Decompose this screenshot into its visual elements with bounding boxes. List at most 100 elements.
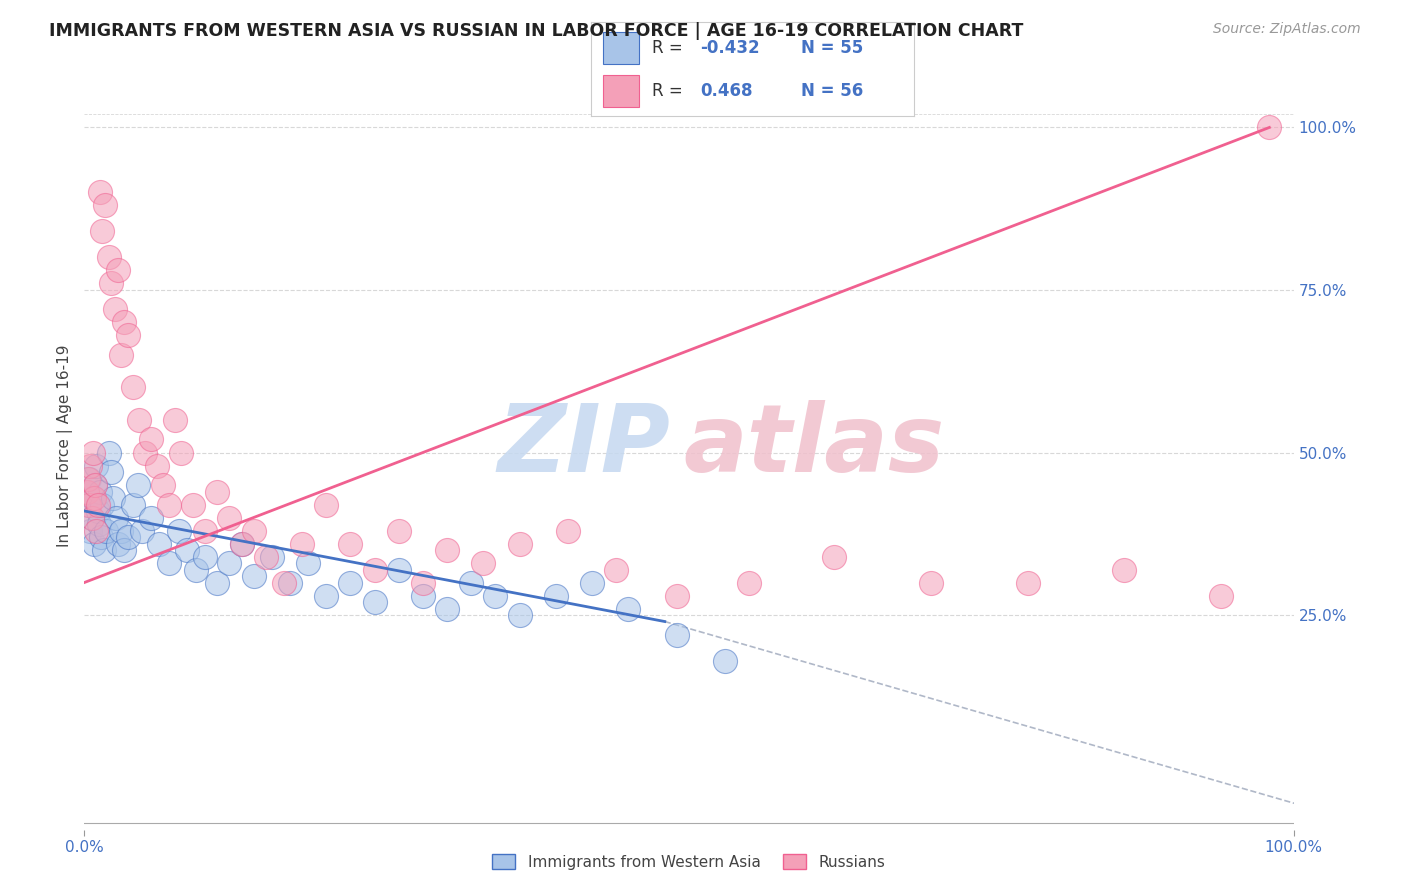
Bar — [603, 32, 640, 63]
Point — [104, 302, 127, 317]
Point — [436, 543, 458, 558]
Text: atlas: atlas — [683, 400, 945, 492]
Point — [436, 601, 458, 615]
Point — [89, 186, 111, 200]
Point — [167, 524, 190, 538]
Point — [121, 498, 143, 512]
Point — [112, 543, 135, 558]
Point — [581, 575, 603, 590]
Point — [152, 478, 174, 492]
Point — [170, 445, 193, 459]
Point — [107, 263, 129, 277]
Point — [93, 543, 115, 558]
Point — [134, 445, 156, 459]
Point — [412, 575, 434, 590]
Text: Source: ZipAtlas.com: Source: ZipAtlas.com — [1213, 22, 1361, 37]
Point — [617, 601, 640, 615]
Point — [127, 478, 149, 492]
Point — [1209, 589, 1232, 603]
Point — [339, 575, 361, 590]
Point — [460, 575, 482, 590]
Point — [181, 498, 204, 512]
Point — [104, 510, 127, 524]
Point — [260, 549, 283, 564]
Point — [77, 498, 100, 512]
Point — [509, 536, 531, 550]
Point — [97, 251, 120, 265]
Text: R =: R = — [652, 82, 693, 100]
Point — [315, 498, 337, 512]
Y-axis label: In Labor Force | Age 16-19: In Labor Force | Age 16-19 — [58, 344, 73, 548]
Point — [80, 510, 103, 524]
Point — [148, 536, 170, 550]
Point — [89, 484, 111, 499]
Point — [714, 654, 737, 668]
Point — [91, 498, 114, 512]
Point — [84, 478, 107, 492]
Point — [363, 595, 385, 609]
Point — [90, 530, 112, 544]
Point — [91, 224, 114, 238]
Point — [94, 198, 117, 212]
Point — [77, 471, 100, 485]
Point — [207, 484, 229, 499]
Point — [278, 575, 301, 590]
Point — [157, 556, 180, 570]
Point — [79, 524, 101, 538]
Text: IMMIGRANTS FROM WESTERN ASIA VS RUSSIAN IN LABOR FORCE | AGE 16-19 CORRELATION C: IMMIGRANTS FROM WESTERN ASIA VS RUSSIAN … — [49, 22, 1024, 40]
Point — [184, 562, 207, 576]
Point — [207, 575, 229, 590]
Point — [1017, 575, 1039, 590]
Point — [339, 536, 361, 550]
Point — [297, 556, 319, 570]
Point — [86, 504, 108, 518]
Point — [738, 575, 761, 590]
Point — [100, 465, 122, 479]
Point — [388, 524, 411, 538]
Point — [110, 524, 132, 538]
Point — [86, 458, 108, 473]
Point — [139, 433, 162, 447]
Point — [87, 516, 110, 531]
Point — [79, 458, 101, 473]
Legend: Immigrants from Western Asia, Russians: Immigrants from Western Asia, Russians — [486, 847, 891, 876]
Point — [194, 524, 217, 538]
Point — [83, 536, 105, 550]
Point — [194, 549, 217, 564]
Point — [121, 380, 143, 394]
Point — [128, 413, 150, 427]
Point — [165, 413, 187, 427]
Point — [76, 484, 98, 499]
Point — [484, 589, 506, 603]
Point — [1258, 120, 1281, 135]
Point — [103, 491, 125, 505]
Point — [157, 498, 180, 512]
Point — [920, 575, 942, 590]
Point — [472, 556, 495, 570]
Point — [110, 348, 132, 362]
Point — [139, 510, 162, 524]
Point — [146, 458, 169, 473]
Point — [117, 530, 139, 544]
Point — [117, 328, 139, 343]
Point — [557, 524, 579, 538]
Text: 0.468: 0.468 — [700, 82, 754, 100]
Point — [82, 491, 104, 505]
Point — [315, 589, 337, 603]
Point — [605, 562, 627, 576]
Point — [86, 498, 108, 512]
Point — [80, 510, 103, 524]
Text: ZIP: ZIP — [498, 400, 671, 492]
Point — [176, 543, 198, 558]
Text: R =: R = — [652, 38, 688, 56]
Point — [82, 445, 104, 459]
Point — [100, 277, 122, 291]
Point — [77, 498, 100, 512]
Text: N = 56: N = 56 — [801, 82, 863, 100]
Point — [291, 536, 314, 550]
Point — [94, 524, 117, 538]
Point — [231, 536, 253, 550]
Point — [509, 607, 531, 622]
Point — [231, 536, 253, 550]
Point — [107, 536, 129, 550]
